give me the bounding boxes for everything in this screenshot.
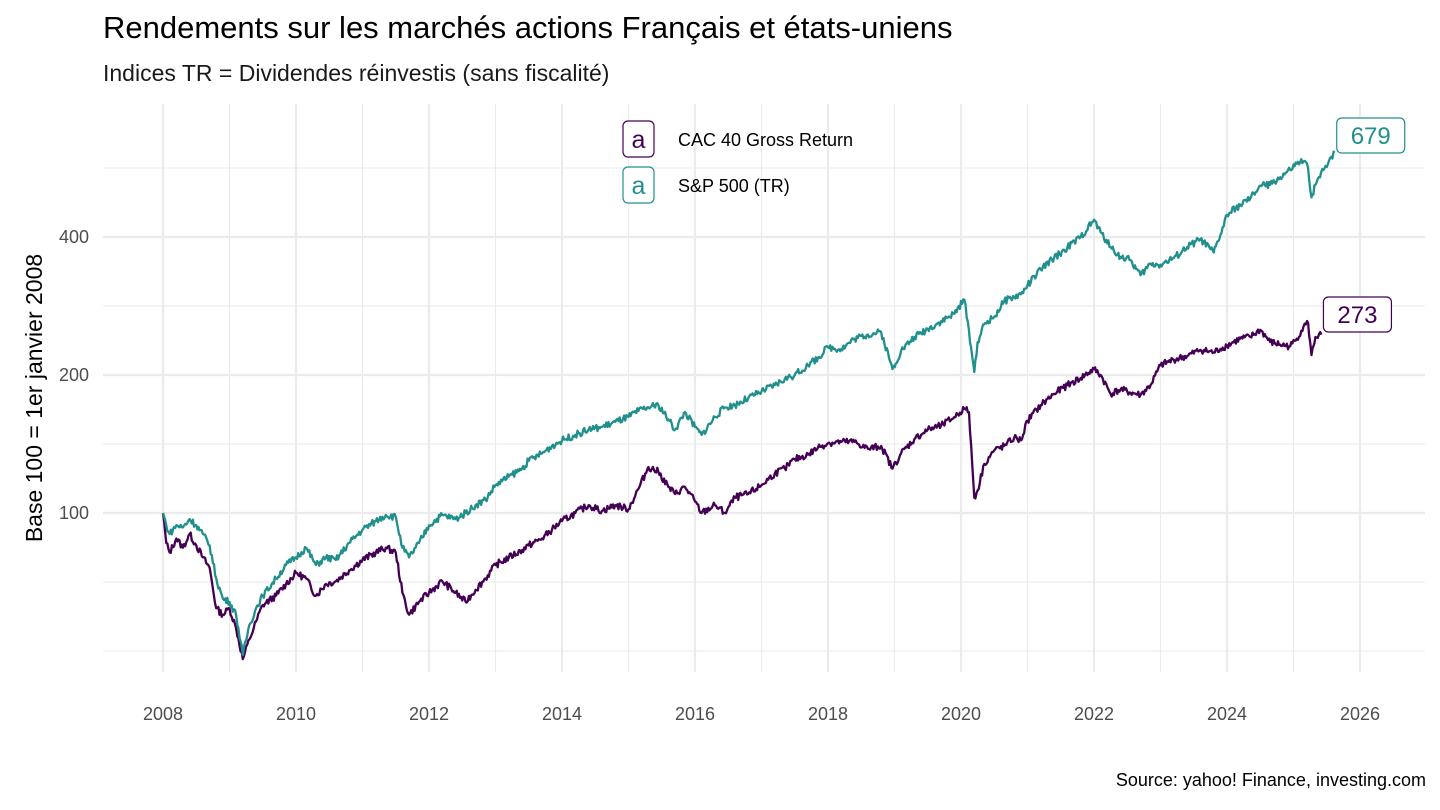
x-tick-label: 2020 [941,704,981,724]
y-axis-title: Base 100 = 1er janvier 2008 [21,254,47,542]
series-lines [161,150,1336,661]
legend-item: a S&P 500 (TR) [622,166,790,204]
y-tick-label: 100 [59,503,89,523]
legend-label: S&P 500 (TR) [678,176,790,196]
x-tick-label: 2022 [1074,704,1114,724]
legend-label: CAC 40 Gross Return [678,130,853,150]
y-tick-label: 400 [59,227,89,247]
legend-key-box [622,120,655,158]
x-tick-label: 2014 [542,704,582,724]
end-label-box [1322,296,1393,333]
grid-lines [103,104,1425,672]
legend-item: a CAC 40 Gross Return [622,120,853,158]
end-label-cac40: 273 [1322,296,1393,333]
y-tick-label: 200 [59,365,89,385]
end-label-value: 679 [1351,123,1391,150]
x-tick-label: 2012 [409,704,449,724]
x-tick-label: 2024 [1207,704,1247,724]
chart-caption: Source: yahoo! Finance, investing.com [1115,770,1426,790]
chart-subtitle: Indices TR = Dividendes réinvestis (sans… [103,60,610,86]
end-label-value: 273 [1337,302,1377,329]
x-axis-ticks: 2008 2010 2012 2014 2016 2018 2020 2022 2024 2026 [143,704,1380,724]
x-tick-label: 2010 [276,704,316,724]
end-label-sp500: 679 [1336,117,1406,154]
legend-key-box [622,166,655,204]
chart-title: Rendements sur les marchés actions Franç… [103,10,953,45]
x-tick-label: 2026 [1340,704,1380,724]
series-line-cac40 [161,319,1323,661]
x-tick-label: 2018 [808,704,848,724]
end-labels: 273 679 [1322,117,1406,333]
y-axis-ticks: 100 200 400 [59,227,89,523]
legend-key-glyph: a [632,172,646,200]
legend-key-glyph: a [632,126,646,154]
legend: a CAC 40 Gross Return a S&P 500 (TR) [622,120,853,204]
x-tick-label: 2008 [143,704,183,724]
series-line-sp500 [161,150,1336,657]
end-label-box [1336,117,1406,154]
x-tick-label: 2016 [675,704,715,724]
